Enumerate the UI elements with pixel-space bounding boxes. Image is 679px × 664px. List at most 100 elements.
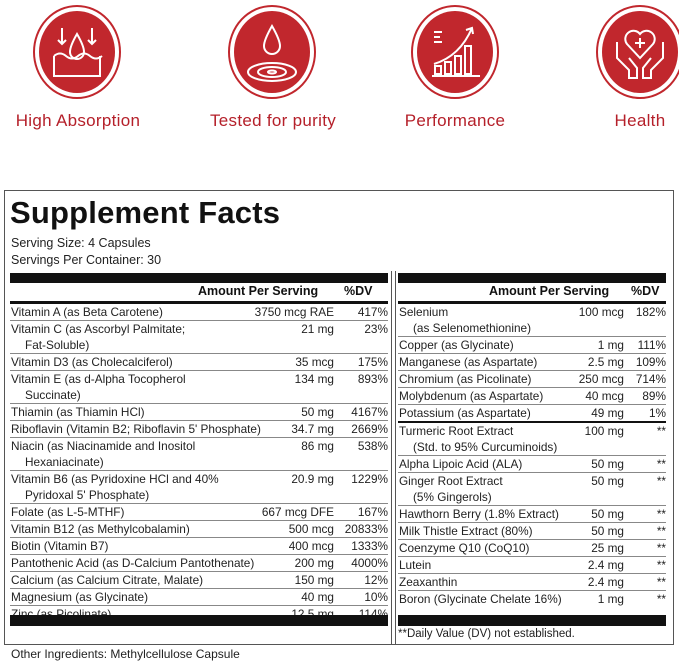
nutrient-name: Copper (as Glycinate) — [398, 337, 666, 353]
nutrient-row: Selenium (as Selenomethionine) 100 mcg 182% — [398, 304, 666, 336]
nutrient-dv: 111% — [637, 338, 666, 352]
nutrient-row: Pantothenic Acid (as D-Calcium Pantothen… — [10, 554, 388, 571]
nutrient-amount: 34.7 mg — [291, 422, 334, 436]
nutrient-name-line: Pantothenic Acid (as D-Calcium Pantothen… — [11, 556, 255, 570]
nutrient-name: Molybdenum (as Aspartate) — [398, 388, 666, 404]
nutrient-name: Selenium (as Selenomethionine) — [398, 304, 666, 336]
nutrient-amount: 25 mg — [591, 541, 624, 555]
nutrient-name-line: Coenzyme Q10 (CoQ10) — [399, 541, 530, 555]
feature-label-tested-for-purity: Tested for purity — [209, 111, 337, 130]
nutrient-row: Alpha Lipoic Acid (ALA) 50 mg ** — [398, 455, 666, 472]
nutrient-dv: ** — [656, 424, 666, 438]
nutrient-row: Biotin (Vitamin B7) 400 mcg 1333% — [10, 537, 388, 554]
nutrient-name: Magnesium (as Glycinate) — [10, 589, 388, 605]
nutrient-row: Niacin (as Niacinamide and Inositol Hexan… — [10, 437, 388, 470]
nutrient-dv: ** — [656, 541, 666, 555]
nutrient-name: Niacin (as Niacinamide and Inositol Hexan… — [10, 438, 388, 470]
nutrient-dv: 2669% — [351, 422, 388, 436]
nutrient-name-line: Hexaniacinate) — [25, 455, 104, 469]
nutrient-row: Vitamin B12 (as Methylcobalamin) 500 mcg 2… — [10, 520, 388, 537]
nutrient-amount: 2.4 mg — [587, 575, 624, 589]
nutrient-row: Calcium (as Calcium Citrate, Malate) 150 … — [10, 571, 388, 588]
nutrient-name-line: Vitamin A (as Beta Carotene) — [11, 305, 163, 319]
nutrient-row: Zeaxanthin 2.4 mg ** — [398, 573, 666, 590]
nutrient-name-line: Molybdenum (as Aspartate) — [399, 389, 544, 403]
nutrient-amount: 50 mg — [591, 507, 624, 521]
nutrient-amount: 49 mg — [591, 406, 624, 420]
nutrient-dv: 4167% — [351, 405, 388, 419]
water-drop-icon — [228, 5, 316, 99]
nutrient-amount: 50 mg — [591, 524, 624, 538]
nutrient-name-line: Lutein — [399, 558, 432, 572]
nutrient-row: Molybdenum (as Aspartate) 40 mcg 89% — [398, 387, 666, 404]
nutrient-name: Vitamin A (as Beta Carotene) — [10, 304, 388, 320]
nutrient-name: Vitamin B12 (as Methylcobalamin) — [10, 521, 388, 537]
nutrient-name: Chromium (as Picolinate) — [398, 371, 666, 387]
nutrient-name-line: Pyridoxal 5' Phosphate) — [25, 488, 150, 502]
bottom-bar-right — [398, 615, 666, 626]
top-bar-left — [10, 273, 388, 283]
nutrient-amount: 50 mg — [301, 405, 334, 419]
nutrient-amount: 250 mcg — [578, 372, 624, 386]
feature-label-performance: Performance — [404, 111, 506, 130]
nutrient-name-line: Folate (as L-5-MTHF) — [11, 505, 125, 519]
nutrient-name-line: Boron (Glycinate Chelate 16%) — [399, 592, 562, 606]
nutrient-row: Ginger Root Extract (5% Gingerols) 50 mg ** — [398, 472, 666, 505]
nutrient-name-line: Vitamin B12 (as Methylcobalamin) — [11, 522, 190, 536]
nutrient-dv: 109% — [635, 355, 666, 369]
nutrient-dv: 1% — [648, 406, 666, 420]
nutrient-amount: 86 mg — [301, 439, 334, 453]
nutrient-row: Hawthorn Berry (1.8% Extract) 50 mg ** — [398, 505, 666, 522]
nutrient-name-line: Ginger Root Extract — [399, 474, 503, 488]
nutrient-row: Vitamin E (as d-Alpha Tocopherol Succinat… — [10, 370, 388, 403]
nutrient-amount: 50 mg — [591, 457, 624, 471]
nutrient-row: Copper (as Glycinate) 1 mg 111% — [398, 336, 666, 353]
nutrient-row: Vitamin D3 (as Cholecalciferol) 35 mcg 175… — [10, 353, 388, 370]
nutrient-name-line: Potassium (as Aspartate) — [399, 406, 531, 420]
nutrient-dv: ** — [656, 524, 666, 538]
nutrient-amount: 200 mg — [294, 556, 334, 570]
nutrient-row: Vitamin B6 (as Pyridoxine HCl and 40% Pyr… — [10, 470, 388, 503]
nutrient-row: Folate (as L-5-MTHF) 667 mcg DFE 167% — [10, 503, 388, 520]
nutrient-name: Hawthorn Berry (1.8% Extract) — [398, 506, 666, 522]
nutrient-row: Magnesium (as Glycinate) 40 mg 10% — [10, 588, 388, 605]
nutrient-dv: 23% — [364, 322, 388, 336]
nutrient-name: Coenzyme Q10 (CoQ10) — [398, 540, 666, 556]
header-dv-right: %DV — [631, 284, 660, 298]
growth-chart-icon — [411, 5, 499, 99]
nutrient-row: Potassium (as Aspartate) 49 mg 1% — [398, 404, 666, 421]
nutrient-amount: 100 mcg — [578, 305, 624, 319]
panel-title: Supplement Facts — [10, 195, 281, 230]
nutrient-name-line: Niacin (as Niacinamide and Inositol — [11, 439, 196, 453]
nutrient-name: Alpha Lipoic Acid (ALA) — [398, 456, 666, 472]
header-amount-left: Amount Per Serving — [198, 284, 319, 298]
nutrient-row: Manganese (as Aspartate) 2.5 mg 109% — [398, 353, 666, 370]
nutrient-name-line: Alpha Lipoic Acid (ALA) — [399, 457, 523, 471]
nutrient-row: Riboflavin (Vitamin B2; Riboflavin 5' Ph… — [10, 420, 388, 437]
nutrient-table-right: Selenium (as Selenomethionine) 100 mcg 182%… — [398, 304, 666, 607]
nutrient-name-line: Selenium — [399, 305, 449, 319]
nutrient-dv: 175% — [357, 355, 388, 369]
nutrient-dv: 538% — [357, 439, 388, 453]
nutrient-dv: 1229% — [351, 472, 388, 486]
nutrient-name-line: (as Selenomethionine) — [413, 321, 532, 335]
top-bar-right — [398, 273, 666, 283]
nutrient-amount: 150 mg — [294, 573, 334, 587]
nutrient-name-line: Hawthorn Berry (1.8% Extract) — [399, 507, 559, 521]
nutrient-amount: 1 mg — [597, 592, 624, 606]
nutrient-dv: ** — [656, 474, 666, 488]
nutrient-dv: 182% — [635, 305, 666, 319]
nutrient-dv: 10% — [364, 590, 388, 604]
nutrient-amount: 100 mg — [584, 424, 624, 438]
nutrient-dv: ** — [656, 575, 666, 589]
nutrient-row: Boron (Glycinate Chelate 16%) 1 mg ** — [398, 590, 666, 607]
nutrient-amount: 667 mcg DFE — [261, 505, 334, 519]
nutrient-name: Potassium (as Aspartate) — [398, 405, 666, 421]
nutrient-name-line: Thiamin (as Thiamin HCl) — [11, 405, 145, 419]
nutrient-row: Chromium (as Picolinate) 250 mcg 714% — [398, 370, 666, 387]
nutrient-name: Turmeric Root Extract (Std. to 95% Curcum… — [398, 423, 666, 455]
nutrient-row: Milk Thistle Extract (80%) 50 mg ** — [398, 522, 666, 539]
nutrient-name-line: Vitamin B6 (as Pyridoxine HCl and 40% — [11, 472, 219, 486]
nutrient-name-line: Vitamin D3 (as Cholecalciferol) — [11, 355, 173, 369]
nutrient-amount: 20.9 mg — [291, 472, 334, 486]
